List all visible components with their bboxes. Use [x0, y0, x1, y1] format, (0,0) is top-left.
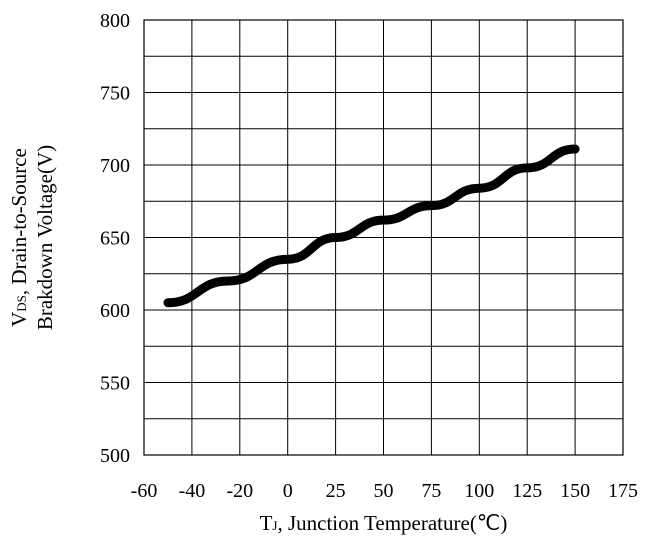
y-tick-label: 550: [100, 373, 130, 395]
x-tick-label: -40: [179, 480, 206, 502]
breakdown-voltage-line: [163, 144, 580, 308]
y-tick-label: 650: [100, 228, 130, 250]
x-axis-symbol: T: [260, 511, 273, 535]
x-tick-label: 25: [326, 480, 346, 502]
series-group: [163, 144, 580, 308]
y-axis-title-line1: VDS, Drain-to-Source: [7, 148, 31, 327]
y-tick-label: 700: [100, 155, 130, 177]
x-axis-subscript: J: [272, 518, 277, 533]
x-axis-title: TJ, Junction Temperature(℃): [260, 511, 508, 535]
y-tick-labels: 800 750 700 650 600 550 500: [100, 10, 130, 467]
data-point: [286, 258, 289, 261]
y-tick-label: 500: [100, 445, 130, 467]
x-tick-label: -20: [226, 480, 253, 502]
y-tick-label: 750: [100, 83, 130, 105]
data-point: [430, 204, 433, 207]
data-point: [478, 187, 481, 190]
x-tick-label: 100: [464, 480, 494, 502]
x-axis-text: , Junction Temperature(℃): [277, 511, 507, 535]
data-point: [166, 301, 169, 304]
data-point: [226, 280, 229, 282]
y-axis-symbol: V: [7, 312, 31, 327]
x-tick-label: 75: [421, 480, 441, 502]
grid: [144, 20, 623, 455]
data-point: [334, 236, 337, 239]
x-tick-labels: -60 -40 -20 0 25 50 75 100 125 150 175: [131, 480, 638, 502]
x-tick-label: 0: [283, 480, 293, 502]
x-tick-label: 150: [560, 480, 590, 502]
y-axis-subscript: DS: [14, 295, 29, 312]
data-point: [526, 166, 529, 169]
x-tick-label: 50: [374, 480, 394, 502]
x-tick-label: 125: [512, 480, 542, 502]
y-axis-text: , Drain-to-Source: [7, 148, 31, 295]
x-tick-label: 175: [608, 480, 638, 502]
y-tick-label: 800: [100, 10, 130, 32]
y-axis-title-line2: Brakdown Voltage(V): [33, 145, 57, 330]
data-point: [382, 219, 385, 222]
y-tick-label: 600: [100, 300, 130, 322]
data-point: [574, 148, 577, 151]
x-tick-label: -60: [131, 480, 158, 502]
plot-frame: [143, 19, 624, 456]
